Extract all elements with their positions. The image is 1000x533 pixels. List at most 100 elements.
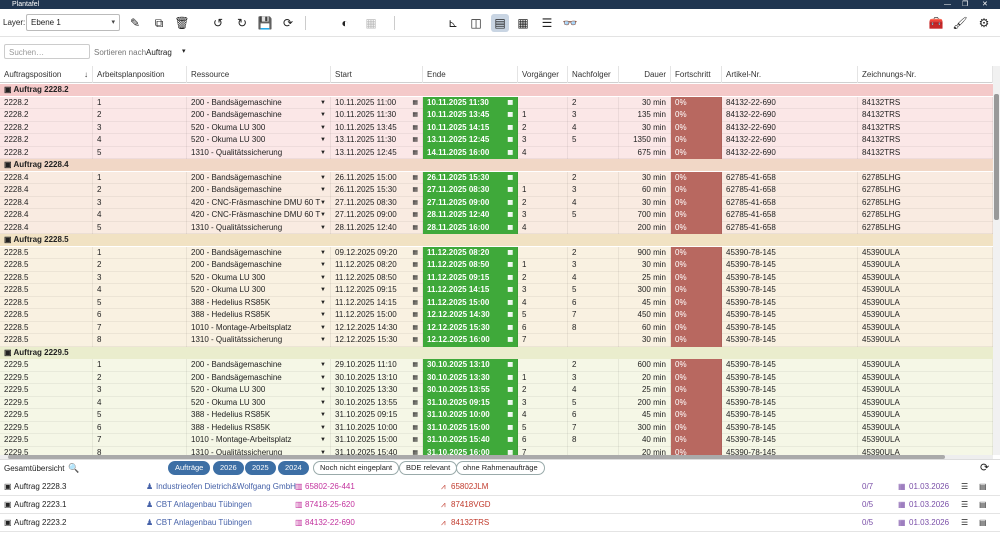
table-row[interactable]: 2229.5 3 520 - Okuma LU 300 ▼ 30.10.2025 13:…	[0, 384, 993, 397]
toolbox-icon[interactable]: 🧰	[928, 16, 944, 30]
article-link[interactable]: 65802-26-441	[305, 482, 355, 491]
calendar-icon[interactable]: ▦	[412, 324, 418, 331]
cell-end[interactable]: 27.11.2025 08:30 ▦	[423, 184, 518, 197]
calendar-icon[interactable]: ▦	[507, 412, 513, 418]
undo-icon[interactable]: ↺	[212, 16, 224, 30]
calendar-icon[interactable]: ▦	[412, 374, 418, 381]
gear-icon[interactable]: ⚙	[978, 16, 990, 30]
drawing-link[interactable]: 84132TRS	[451, 518, 490, 527]
cell-start[interactable]: 31.10.2025 15:40 ▦	[331, 446, 423, 455]
cell-resource[interactable]: 520 - Okuma LU 300 ▼	[187, 284, 331, 297]
chevron-down-icon[interactable]: ▼	[320, 137, 326, 143]
cell-end[interactable]: 31.10.2025 09:15 ▦	[423, 396, 518, 409]
chevron-down-icon[interactable]: ▼	[320, 424, 326, 431]
calendar-icon[interactable]: ▦	[507, 337, 513, 343]
gantt-chart-icon[interactable]: ⊾	[447, 16, 459, 30]
cell-end[interactable]: 31.10.2025 16:00 ▦	[423, 446, 518, 455]
column-header-end[interactable]: Ende	[423, 66, 518, 83]
chevron-down-icon[interactable]: ▼	[320, 212, 326, 218]
table-row[interactable]: 2229.5 2 200 - Bandsägemaschine ▼ 30.10.2025…	[0, 371, 993, 384]
split-view-icon[interactable]: ◫	[470, 16, 482, 30]
drawing-link[interactable]: 87418VGD	[451, 500, 491, 509]
copy-icon[interactable]: ⧉	[154, 16, 164, 30]
article-link[interactable]: 84132-22-690	[305, 518, 355, 527]
group-row[interactable]: ▣ Auftrag 2229.5	[0, 346, 993, 359]
cell-start[interactable]: 12.12.2025 14:30 ▦	[331, 321, 423, 334]
cell-end[interactable]: 10.11.2025 14:15 ▦	[423, 121, 518, 134]
cell-end[interactable]: 31.10.2025 10:00 ▦	[423, 409, 518, 422]
table-row[interactable]: 2228.2 5 1310 - Qualitätssicherung ▼ 13.11.2…	[0, 146, 993, 159]
maximize-icon[interactable]: ❐	[962, 1, 969, 8]
cell-start[interactable]: 10.11.2025 13:45 ▦	[331, 121, 423, 134]
calendar-icon[interactable]: ▦	[507, 399, 513, 406]
sort-select[interactable]: Auftrag	[146, 48, 172, 57]
calendar-icon[interactable]: ▦	[507, 387, 513, 393]
cell-resource[interactable]: 388 - Hedelius RS85K ▼	[187, 296, 331, 309]
chevron-down-icon[interactable]: ▼	[320, 274, 326, 281]
calendar-icon[interactable]: ▦	[507, 287, 513, 293]
column-header-plan-position[interactable]: Arbeitsplanposition	[93, 66, 187, 83]
table-row[interactable]: 2228.5 5 388 - Hedelius RS85K ▼ 11.12.2025 1…	[0, 296, 993, 309]
delete-icon[interactable]: 🗑	[174, 16, 190, 30]
table-row[interactable]: 2228.4 4 420 - CNC-Fräsmaschine DMU 60 T ▼ 2…	[0, 209, 993, 222]
calendar-icon[interactable]: ▦	[412, 299, 418, 306]
brush-icon[interactable]: 🖌	[952, 16, 968, 30]
cell-start[interactable]: 11.12.2025 08:50 ▦	[331, 271, 423, 284]
cell-resource[interactable]: 200 - Bandsägemaschine ▼	[187, 246, 331, 259]
chevron-down-icon[interactable]: ▼	[320, 224, 326, 231]
chevron-down-icon[interactable]: ▼	[320, 412, 326, 418]
table-row[interactable]: 2228.2 3 520 - Okuma LU 300 ▼ 10.11.2025 13:…	[0, 121, 993, 134]
table-row[interactable]: 2228.4 3 420 - CNC-Fräsmaschine DMU 60 T ▼ 2…	[0, 196, 993, 209]
cell-start[interactable]: 27.11.2025 09:00 ▦	[331, 209, 423, 222]
cell-end[interactable]: 28.11.2025 16:00 ▦	[423, 221, 518, 234]
cell-resource[interactable]: 1310 - Qualitätssicherung ▼	[187, 146, 331, 159]
cell-start[interactable]: 31.10.2025 15:00 ▦	[331, 434, 423, 447]
calendar-icon[interactable]: ▦	[412, 437, 418, 443]
sort-arrow-icon[interactable]: ↓	[84, 70, 88, 79]
chevron-down-icon[interactable]: ▾	[182, 48, 186, 55]
calendar-icon[interactable]: ▦	[412, 99, 418, 106]
calendar-icon[interactable]: ▦	[507, 224, 513, 231]
cell-resource[interactable]: 200 - Bandsägemaschine ▼	[187, 259, 331, 272]
cell-start[interactable]: 11.12.2025 14:15 ▦	[331, 296, 423, 309]
chevron-down-icon[interactable]: ▼	[320, 249, 326, 256]
cell-resource[interactable]: 520 - Okuma LU 300 ▼	[187, 396, 331, 409]
cell-resource[interactable]: 1310 - Qualitätssicherung ▼	[187, 221, 331, 234]
calendar-icon[interactable]: ▦	[507, 299, 513, 306]
cell-end[interactable]: 30.10.2025 13:55 ▦	[423, 384, 518, 397]
list-icon[interactable]: ☰	[961, 518, 969, 527]
customer-link[interactable]: CBT Anlagenbau Tübingen	[156, 500, 252, 509]
calendar-icon[interactable]: ▦	[412, 187, 418, 193]
cell-end[interactable]: 31.10.2025 15:00 ▦	[423, 421, 518, 434]
save-icon[interactable]: 💾	[257, 16, 273, 30]
cell-resource[interactable]: 1310 - Qualitätssicherung ▼	[187, 334, 331, 347]
chevron-down-icon[interactable]: ▼	[320, 124, 326, 131]
cell-resource[interactable]: 520 - Okuma LU 300 ▼	[187, 121, 331, 134]
calendar-icon[interactable]: ▦	[412, 337, 418, 343]
split-icon[interactable]: ◐	[341, 16, 349, 30]
list-view-icon[interactable]: ☰	[541, 16, 553, 30]
cell-resource[interactable]: 200 - Bandsägemaschine ▼	[187, 109, 331, 122]
group-row[interactable]: ▣ Auftrag 2228.5	[0, 234, 993, 246]
chevron-down-icon[interactable]: ▼	[320, 112, 326, 118]
calendar-icon[interactable]: ▦	[507, 137, 513, 143]
list-icon[interactable]: ☰	[961, 482, 969, 491]
cell-end[interactable]: 28.11.2025 12:40 ▦	[423, 209, 518, 222]
table-row[interactable]: 2229.5 4 520 - Okuma LU 300 ▼ 30.10.2025 13:…	[0, 396, 993, 409]
cell-resource[interactable]: 200 - Bandsägemaschine ▼	[187, 371, 331, 384]
chevron-down-icon[interactable]: ▼	[320, 187, 326, 193]
cell-start[interactable]: 11.12.2025 15:00 ▦	[331, 309, 423, 322]
cell-end[interactable]: 11.12.2025 15:00 ▦	[423, 296, 518, 309]
column-header-predecessor[interactable]: Vorgänger	[518, 66, 568, 83]
column-header-progress[interactable]: Fortschritt	[671, 66, 722, 83]
cell-start[interactable]: 13.11.2025 11:30 ▦	[331, 134, 423, 147]
filter-pill[interactable]: Noch nicht eingeplant	[313, 461, 400, 475]
chevron-down-icon[interactable]: ▼	[320, 374, 326, 381]
overview-row[interactable]: ▣ Auftrag 2228.3 ♟ Industrieofen Dietrich&W…	[0, 478, 1000, 496]
chevron-down-icon[interactable]: ▼	[320, 199, 326, 206]
filter-pill[interactable]: 2025	[245, 461, 276, 475]
table-icon[interactable]: ▤	[979, 482, 987, 491]
cell-end[interactable]: 10.11.2025 13:45 ▦	[423, 109, 518, 122]
chevron-down-icon[interactable]: ▼	[320, 262, 326, 268]
cell-end[interactable]: 13.11.2025 12:45 ▦	[423, 134, 518, 147]
